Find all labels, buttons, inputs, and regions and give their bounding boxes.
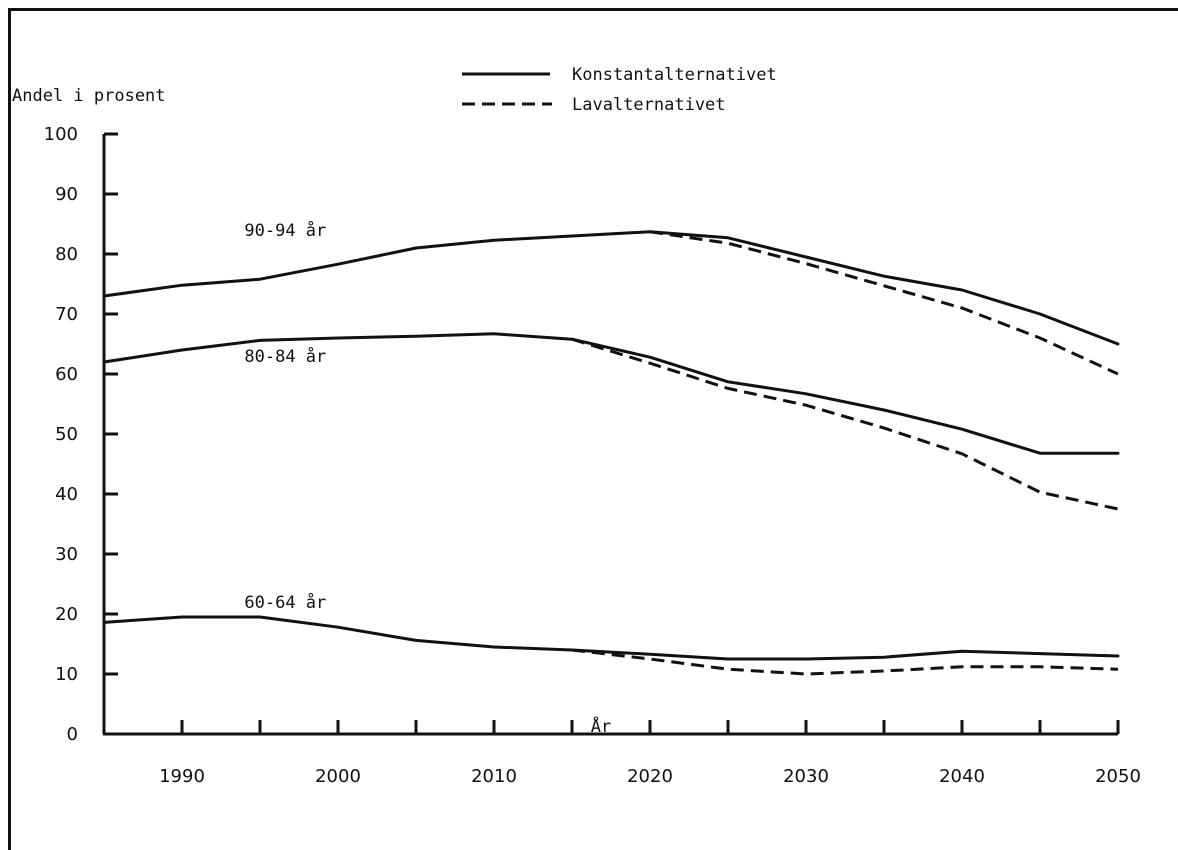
series-line-90-94-dashed <box>649 230 1119 376</box>
group-label: 90-94 år <box>244 220 326 241</box>
y-tick-label: 60 <box>55 364 78 385</box>
y-tick-label: 0 <box>67 724 78 745</box>
series-line-60-64-solid <box>102 615 1120 661</box>
group-label: 60-64 år <box>244 592 326 613</box>
y-tick-label: 90 <box>55 184 78 205</box>
y-tick-label: 50 <box>55 424 78 445</box>
x-tick-label: 1990 <box>159 766 205 787</box>
series-layer <box>102 230 1120 676</box>
y-tick-label: 40 <box>55 484 78 505</box>
series-line-80-84-dashed <box>571 337 1119 511</box>
y-axis-label: Andel i prosent <box>12 86 166 106</box>
series-line-80-84-solid <box>102 332 1120 455</box>
x-tick-label: 2050 <box>1095 766 1141 787</box>
group-label: 80-84 år <box>244 346 326 367</box>
x-tick-label: 2000 <box>315 766 361 787</box>
x-tick-label: 2040 <box>939 766 985 787</box>
x-tick-label: 2010 <box>471 766 517 787</box>
series-line-90-94-solid <box>102 230 1120 346</box>
x-tick-label: 2020 <box>627 766 673 787</box>
y-tick-label: 80 <box>55 244 78 265</box>
x-tick-label: 2030 <box>783 766 829 787</box>
legend-entry-lav: Lavalternativet <box>572 95 726 115</box>
legend-entry-konstant: Konstantalternativet <box>572 65 777 85</box>
y-tick-label: 30 <box>55 544 78 565</box>
y-tick-label: 70 <box>55 304 78 325</box>
x-axis-label: År <box>591 715 611 737</box>
y-tick-label: 20 <box>55 604 78 625</box>
labels-layer: 90-94 år 80-84 år 60-64 år <box>244 220 326 613</box>
y-tick-label: 10 <box>55 664 78 685</box>
series-line-60-64-dashed <box>571 648 1119 676</box>
chart-frame <box>8 8 1178 850</box>
y-tick-label: 100 <box>44 124 78 145</box>
legend: Konstantalternativet Lavalternativet <box>462 65 777 115</box>
